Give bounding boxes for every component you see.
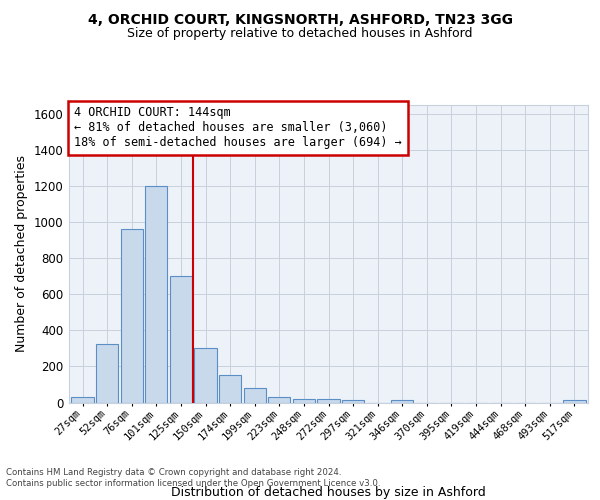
Bar (194, 348, 217, 403)
X-axis label: Distribution of detached houses by size in Ashford: Distribution of detached houses by size … (171, 486, 486, 499)
Bar (170, 276, 192, 402)
Bar (96, 344, 118, 403)
Bar (342, 400, 364, 402)
Bar (71, 398, 94, 402)
Bar (317, 400, 340, 402)
Bar (219, 374, 241, 402)
Bar (293, 400, 315, 402)
Bar (145, 186, 167, 402)
Bar (563, 400, 586, 402)
Text: 4 ORCHID COURT: 144sqm
← 81% of detached houses are smaller (3,060)
18% of semi-: 4 ORCHID COURT: 144sqm ← 81% of detached… (74, 106, 402, 150)
Bar (121, 228, 143, 402)
Text: Contains HM Land Registry data © Crown copyright and database right 2024.
Contai: Contains HM Land Registry data © Crown c… (6, 468, 380, 487)
Bar (391, 400, 413, 402)
Bar (244, 388, 266, 402)
Text: Size of property relative to detached houses in Ashford: Size of property relative to detached ho… (127, 28, 473, 40)
Text: 4, ORCHID COURT, KINGSNORTH, ASHFORD, TN23 3GG: 4, ORCHID COURT, KINGSNORTH, ASHFORD, TN… (88, 12, 512, 26)
Bar (268, 398, 290, 402)
Y-axis label: Number of detached properties: Number of detached properties (15, 155, 28, 352)
